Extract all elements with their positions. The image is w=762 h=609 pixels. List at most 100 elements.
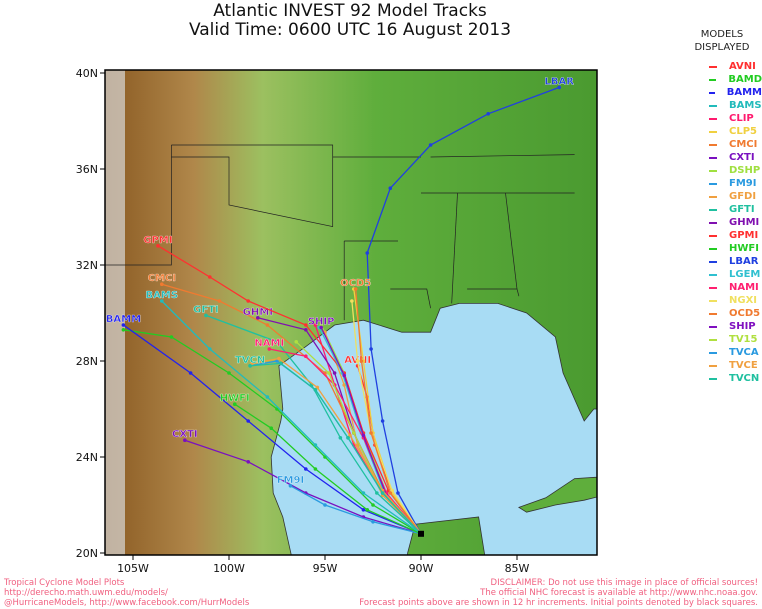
- legend-item-gfdi: GFDI: [682, 190, 762, 203]
- footer-left-line: Tropical Cyclone Model Plots: [4, 578, 125, 588]
- forecast-point: [332, 371, 337, 375]
- legend-header-line-2: DISPLAYED: [694, 42, 750, 53]
- forecast-point: [267, 347, 272, 351]
- legend-swatch: [709, 234, 717, 237]
- legend-item-dshp: DSHP: [682, 164, 762, 177]
- forecast-point: [338, 436, 343, 440]
- forecast-point: [275, 359, 279, 363]
- track-label: TVCN: [235, 355, 265, 366]
- forecast-point: [188, 371, 193, 375]
- gulf-of-mexico: [270, 303, 597, 555]
- legend-swatch: [709, 260, 717, 263]
- forecast-point: [361, 508, 366, 512]
- lon-tick-label: 100W: [213, 562, 245, 575]
- forecast-point: [342, 373, 347, 378]
- lat-tick-label: 32N: [76, 259, 98, 272]
- forecast-point: [353, 287, 358, 291]
- legend-swatch: [709, 130, 717, 133]
- forecast-point: [208, 275, 212, 279]
- legend-label: CLP5: [729, 126, 757, 137]
- legend-swatch: [709, 169, 717, 172]
- track-label: OCD5: [340, 278, 371, 289]
- track-label: CXTI: [172, 429, 198, 440]
- track-label: NAMI: [254, 338, 284, 349]
- forecast-point: [304, 354, 308, 359]
- forecast-point: [160, 282, 164, 287]
- forecast-point: [313, 388, 318, 392]
- legend-item-gfti: GFTI: [682, 203, 762, 216]
- lat-tick-label: 40N: [76, 67, 98, 80]
- lat-tick-label: 24N: [76, 451, 98, 464]
- disclaimer-line: Forecast points above are shown in 12 hr…: [359, 598, 758, 608]
- forecast-point: [350, 299, 354, 303]
- forecast-point: [304, 328, 308, 332]
- lat-tick-label: 20N: [76, 547, 98, 560]
- forecast-point: [315, 385, 320, 390]
- state-border: [390, 288, 431, 309]
- legend-swatch: [709, 247, 717, 250]
- legend-swatch: [709, 312, 717, 315]
- forecast-point: [288, 484, 293, 488]
- forecast-point: [323, 503, 327, 507]
- forecast-point: [371, 520, 375, 524]
- forecast-point: [313, 443, 318, 447]
- legend-label: TVCA: [729, 347, 759, 358]
- forecast-point: [365, 251, 370, 255]
- forecast-point: [156, 244, 160, 248]
- footer-left-social[interactable]: @HurricaneModels, http://www.facebook.co…: [4, 598, 250, 608]
- forecast-point: [342, 383, 347, 387]
- legend-header: MODELS DISPLAYED: [682, 28, 762, 54]
- title-line-2: Valid Time: 0600 UTC 16 August 2013: [188, 20, 512, 40]
- track-tvce: [251, 357, 422, 535]
- track-gfti: [205, 314, 422, 535]
- forecast-point: [160, 299, 164, 303]
- forecast-point: [375, 491, 379, 495]
- state-border: [467, 288, 520, 297]
- forecast-point: [365, 508, 370, 512]
- legend-item-bamm: BAMM: [682, 86, 762, 99]
- legend-item-lgem: LGEM: [682, 268, 762, 281]
- footer-left-url[interactable]: http://derecho.math.uwm.edu/models/: [4, 588, 168, 598]
- map-axes: 20N 24N 28N 32N 36N 40N 105W 100W 95W 90W 85W: [76, 67, 530, 575]
- forecast-point: [380, 419, 385, 423]
- legend-swatch: [709, 299, 717, 302]
- forecast-point: [277, 356, 281, 361]
- legend-label: FM9I: [729, 178, 757, 189]
- legend-swatch: [709, 325, 717, 328]
- forecast-point: [250, 361, 254, 366]
- legend-swatch: [709, 143, 717, 146]
- legend-swatch: [709, 195, 717, 198]
- legend-item-tvce: TVCE: [682, 359, 762, 372]
- forecast-point: [388, 491, 393, 495]
- forecast-point: [246, 299, 250, 303]
- legend-label: BAMS: [729, 100, 762, 111]
- mountain-snow: [105, 70, 125, 555]
- forecast-point: [255, 316, 260, 320]
- legend-swatch: [709, 182, 717, 185]
- track-label: GHMI: [243, 307, 273, 318]
- legend-swatch: [709, 351, 717, 354]
- state-border: [430, 154, 575, 158]
- track-label: GFTI: [193, 304, 219, 315]
- forecast-point: [361, 433, 366, 438]
- legend-label: GPMI: [729, 230, 759, 241]
- forecast-point: [313, 467, 318, 471]
- legend-swatch: [709, 117, 717, 120]
- forecast-point: [304, 467, 308, 471]
- legend: MODELS DISPLAYED AVNI BAMD BAMM BAMS CLIP CLP…: [682, 28, 762, 385]
- state-borders: [105, 144, 575, 321]
- forecast-point: [265, 395, 270, 399]
- lat-tick-label: 36N: [76, 163, 98, 176]
- legend-item-bamd: BAMD: [682, 73, 762, 86]
- track-label: BAMS: [146, 290, 179, 301]
- lon-tick-label: 90W: [409, 562, 434, 575]
- cuba: [517, 476, 597, 513]
- forecast-point: [346, 436, 350, 440]
- forecast-point: [355, 359, 360, 363]
- footer-credits: Tropical Cyclone Model Plots http://derec…: [4, 578, 249, 608]
- forecast-point: [246, 419, 250, 423]
- track-gpmi: [157, 245, 422, 535]
- legend-swatch: [709, 377, 717, 380]
- track-nami: [269, 348, 422, 535]
